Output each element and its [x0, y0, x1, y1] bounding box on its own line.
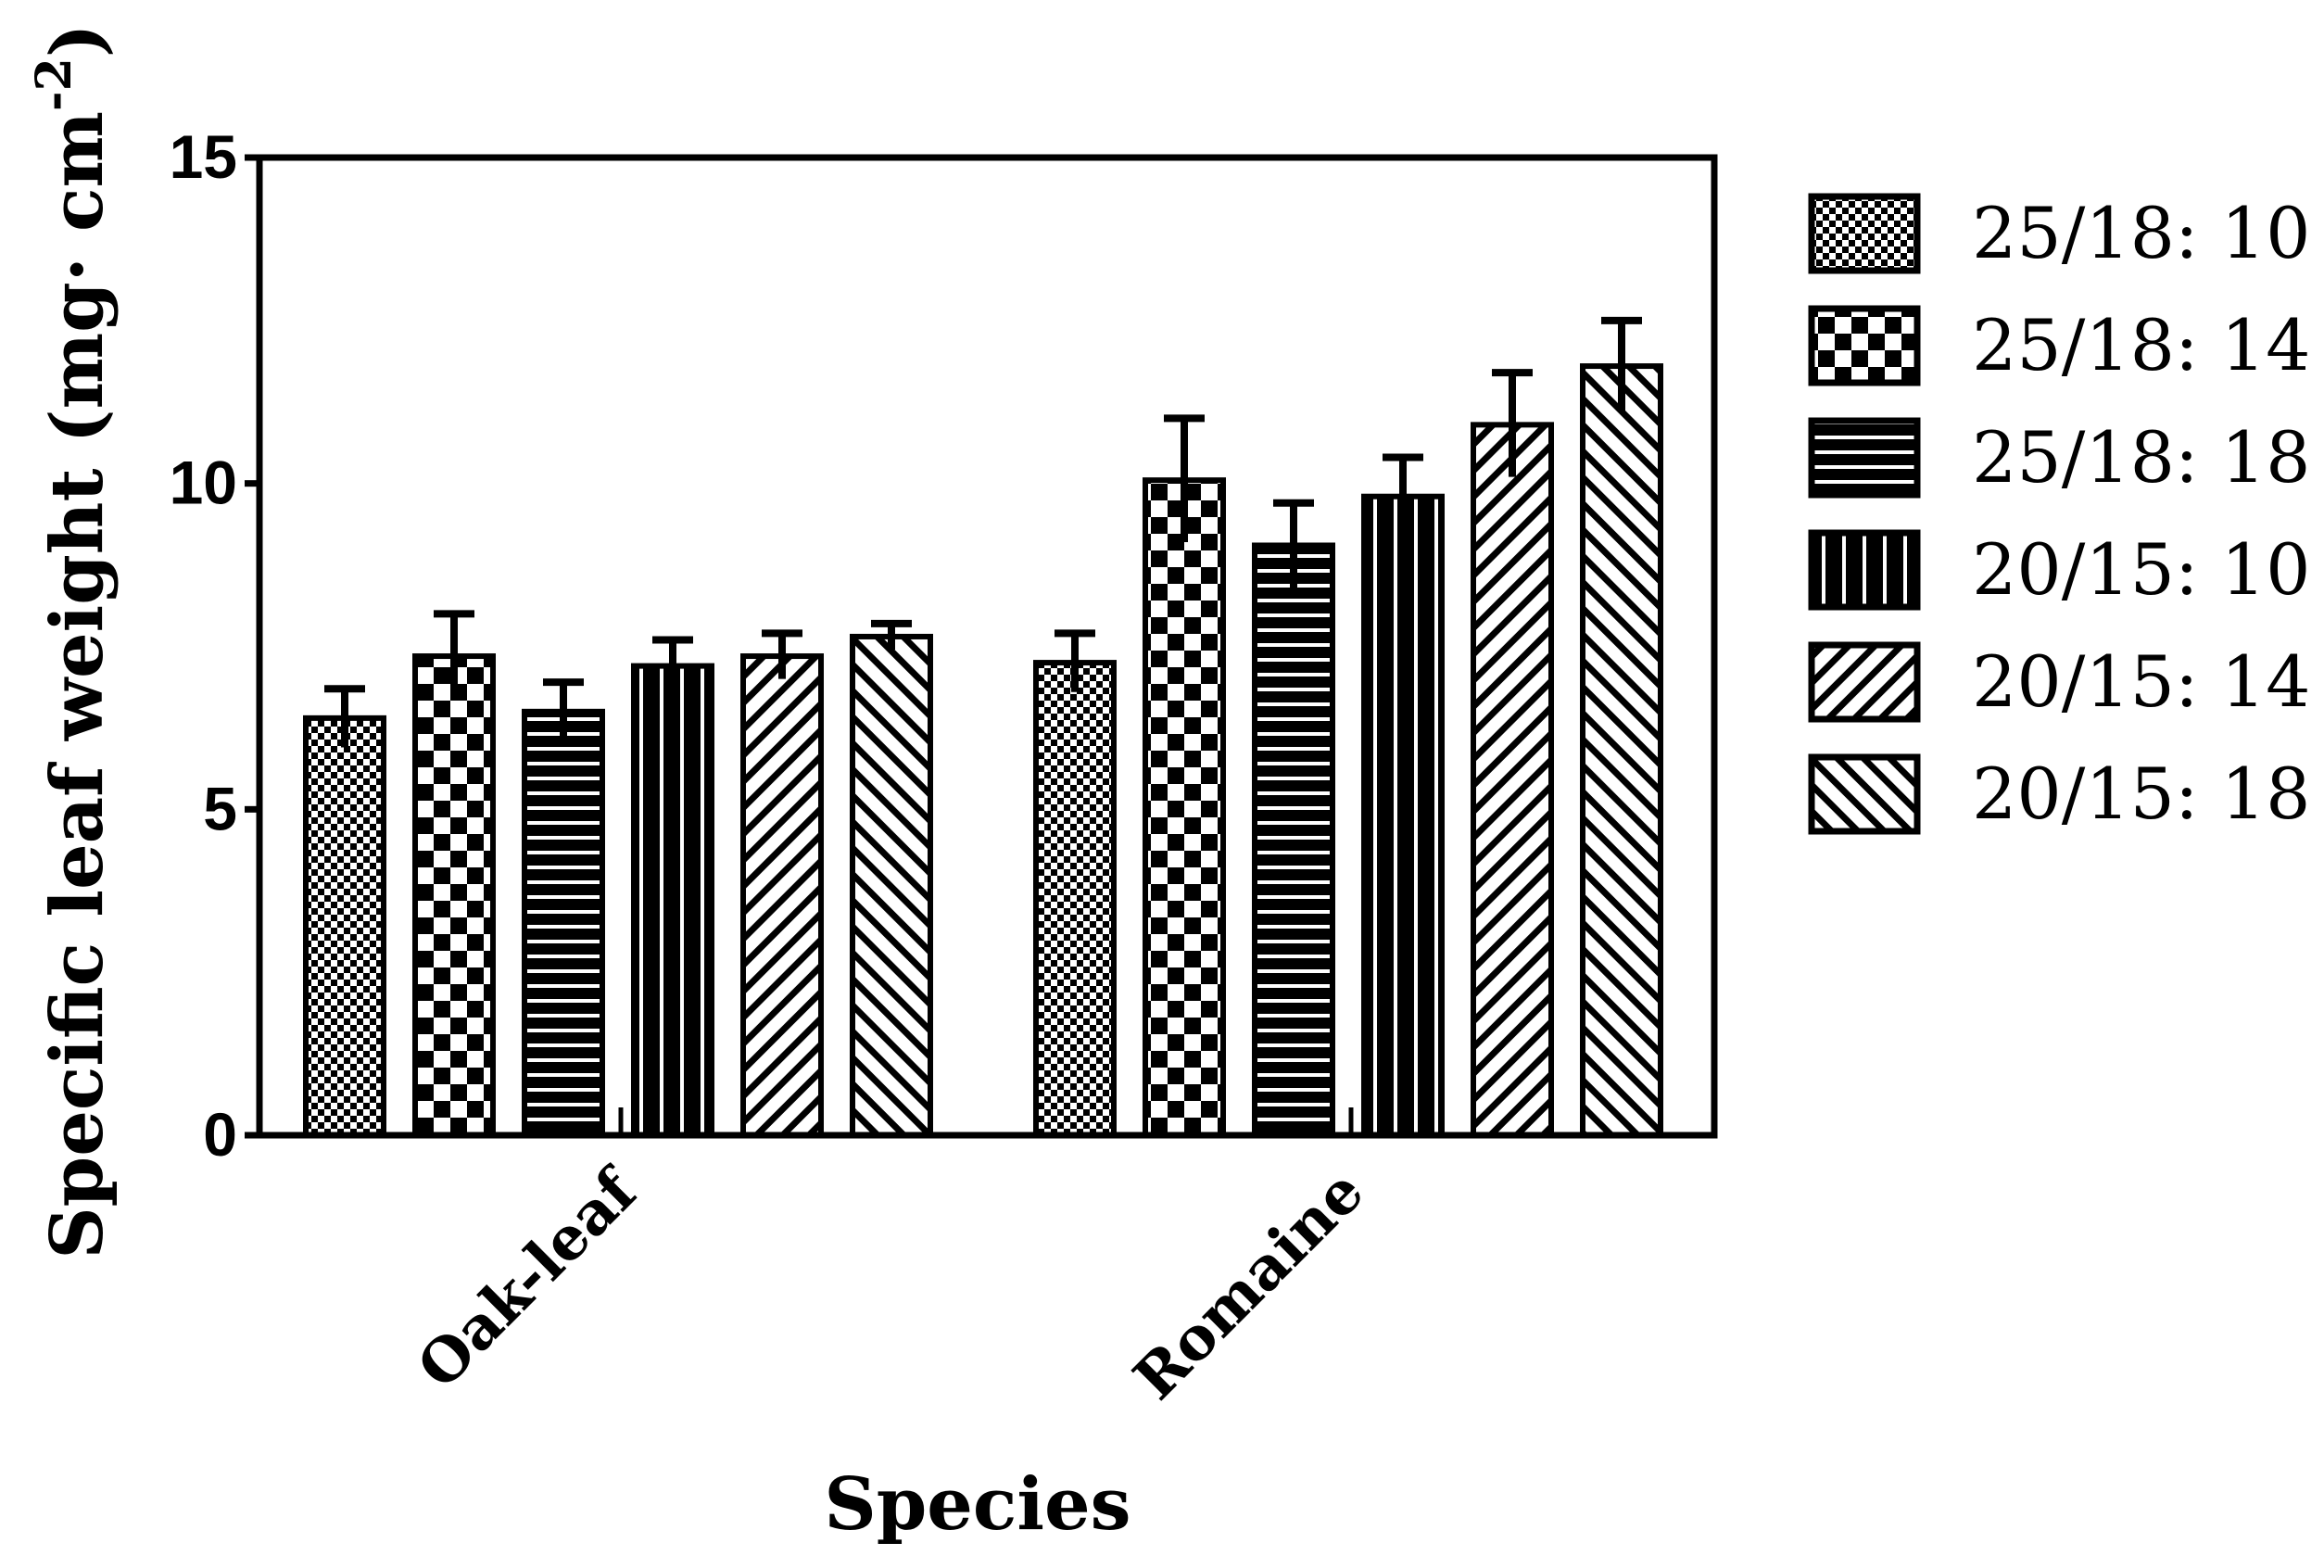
- bar: [1252, 542, 1335, 1138]
- bars: [303, 363, 1663, 1139]
- category-label: Romaine: [1120, 1157, 1377, 1413]
- bar: [1361, 493, 1445, 1138]
- y-tick-label: 15: [170, 122, 237, 191]
- legend-label: 25/18: 10: [1972, 192, 2311, 274]
- bar: [1580, 363, 1663, 1139]
- legend-label: 20/15: 18: [1972, 752, 2311, 835]
- y-axis-title-main: Specific leaf weight (mg· cm: [35, 111, 120, 1259]
- legend-swatch: [1808, 641, 1921, 723]
- category-labels: Oak-leaf Romaine: [404, 1155, 1377, 1413]
- bar: [850, 633, 933, 1138]
- legend-swatch: [1808, 193, 1921, 274]
- bar: [1033, 660, 1117, 1138]
- legend-swatch: [1808, 417, 1921, 499]
- y-axis-title-superscript: -2: [26, 57, 82, 111]
- legend-label: 25/18: 18: [1972, 416, 2311, 499]
- legend-swatch: [1808, 305, 1921, 386]
- y-axis-ticks: 0 5 10 15: [170, 122, 259, 1169]
- bar: [1143, 477, 1226, 1138]
- bar: [522, 708, 605, 1138]
- legend: 25/18: 10 25/18: 14 25/18: 18 20/15: 10 20/1…: [1808, 192, 2311, 835]
- bar: [303, 714, 386, 1138]
- legend-swatch: [1808, 529, 1921, 611]
- y-tick-label: 10: [170, 449, 237, 517]
- x-axis-title: Species: [824, 1462, 1130, 1547]
- legend-label: 25/18: 14: [1972, 304, 2311, 386]
- error-bars: [324, 316, 1642, 748]
- bar: [740, 653, 824, 1138]
- y-axis-title-close: ): [35, 23, 120, 57]
- legend-label: 20/15: 10: [1972, 528, 2311, 611]
- bar: [1471, 422, 1554, 1139]
- y-tick-label: 0: [203, 1100, 237, 1169]
- bar: [412, 653, 496, 1138]
- y-tick-label: 5: [203, 774, 237, 842]
- plot-frame: [256, 154, 1718, 1139]
- bar: [631, 663, 714, 1138]
- category-label: Oak-leaf: [404, 1155, 651, 1402]
- legend-label: 20/15: 14: [1972, 640, 2311, 723]
- legend-swatch: [1808, 753, 1921, 835]
- y-axis-title: Specific leaf weight (mg· cm-2): [26, 23, 120, 1258]
